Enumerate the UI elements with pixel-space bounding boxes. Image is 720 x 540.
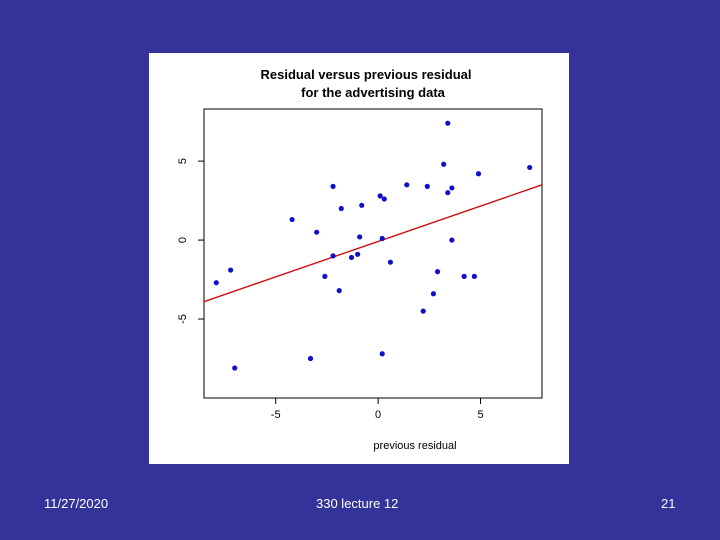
x-tick-label: -5 (271, 409, 281, 421)
data-point (435, 269, 440, 274)
y-tick-label: 5 (177, 158, 189, 164)
data-point (232, 365, 237, 370)
data-point (425, 184, 430, 189)
data-point (330, 184, 335, 189)
data-point (355, 252, 360, 257)
y-tick-label: 0 (177, 237, 189, 243)
x-tick-label: 0 (375, 409, 381, 421)
x-axis-label: previous residual (373, 440, 456, 452)
data-point (421, 309, 426, 314)
data-point (378, 193, 383, 198)
data-point (349, 255, 354, 260)
footer-slide-number: 21 (661, 496, 675, 511)
fit-line (204, 185, 542, 302)
footer-course: 330 lecture 12 (316, 496, 398, 511)
plot-area-box (204, 109, 542, 398)
data-point (359, 203, 364, 208)
y-axis: -5 0 5 (177, 158, 204, 324)
y-tick-label: -5 (177, 314, 189, 324)
data-point (431, 291, 436, 296)
footer-date: 11/27/2020 (44, 496, 108, 511)
data-point (314, 230, 319, 235)
data-point (472, 274, 477, 279)
data-point (449, 237, 454, 242)
data-point (445, 121, 450, 126)
data-point (289, 217, 294, 222)
scatter-chart: Residual versus previous residual for th… (149, 53, 569, 464)
chart-title: Residual versus previous residual (261, 67, 472, 82)
data-point (476, 171, 481, 176)
data-point (404, 182, 409, 187)
data-point (527, 165, 532, 170)
data-point (445, 190, 450, 195)
data-point (388, 260, 393, 265)
data-point (462, 274, 467, 279)
chart-subtitle: for the advertising data (301, 85, 446, 100)
data-point (357, 234, 362, 239)
plot-panel: Residual versus previous residual for th… (149, 53, 569, 464)
data-point (380, 351, 385, 356)
data-point (441, 162, 446, 167)
data-point (380, 236, 385, 241)
data-point (337, 288, 342, 293)
data-point (449, 185, 454, 190)
data-point (322, 274, 327, 279)
data-point (382, 196, 387, 201)
points-group (214, 121, 533, 371)
data-point (228, 267, 233, 272)
data-point (214, 280, 219, 285)
x-axis: -5 0 5 (271, 398, 484, 421)
data-point (339, 206, 344, 211)
fit-line-group (204, 185, 542, 302)
x-tick-label: 5 (477, 409, 483, 421)
data-point (308, 356, 313, 361)
data-point (330, 253, 335, 258)
